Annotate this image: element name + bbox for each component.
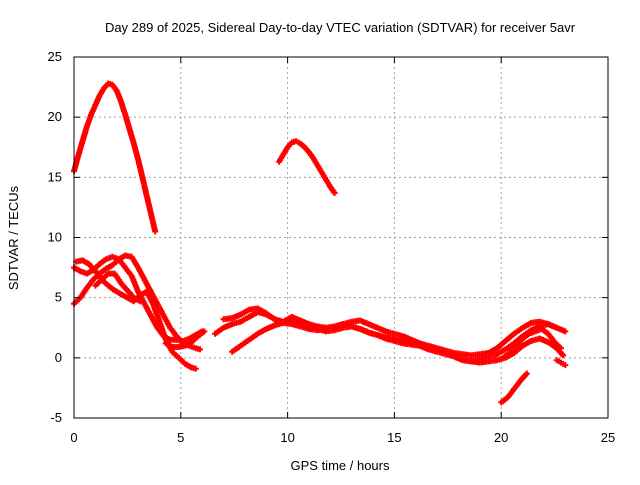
x-tick-label: 0 <box>70 430 77 445</box>
y-tick-label: 10 <box>48 230 62 245</box>
y-tick-label: -5 <box>50 410 62 425</box>
x-axis-label: GPS time / hours <box>291 458 390 473</box>
y-axis-label: SDTVAR / TECUs <box>6 185 21 290</box>
y-tick-label: 20 <box>48 109 62 124</box>
x-tick-label: 25 <box>601 430 615 445</box>
y-tick-label: 25 <box>48 49 62 64</box>
chart-title: Day 289 of 2025, Sidereal Day-to-day VTE… <box>105 20 576 35</box>
x-tick-label: 5 <box>177 430 184 445</box>
x-tick-label: 15 <box>387 430 401 445</box>
y-tick-label: 5 <box>55 290 62 305</box>
y-tick-label: 15 <box>48 169 62 184</box>
x-tick-label: 10 <box>280 430 294 445</box>
y-tick-label: 0 <box>55 350 62 365</box>
x-tick-label: 20 <box>494 430 508 445</box>
